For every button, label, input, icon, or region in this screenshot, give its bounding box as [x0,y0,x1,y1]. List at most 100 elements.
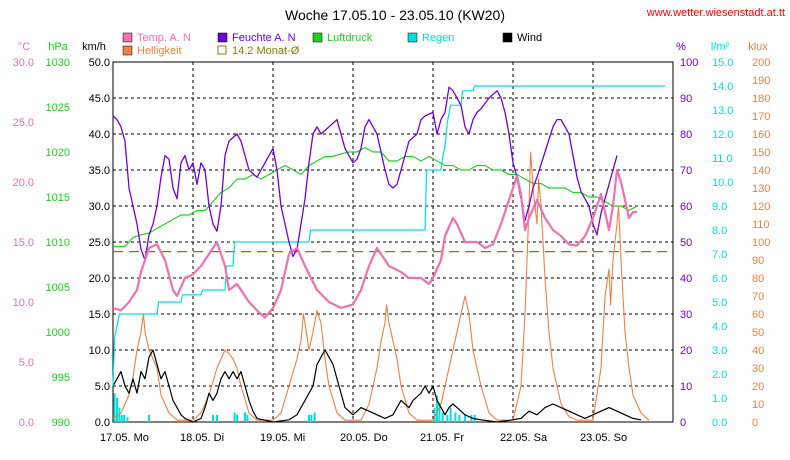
wind-tick-label: 30.0 [89,201,110,213]
rain-bars [113,393,476,422]
rain-bar [458,414,461,422]
rain-bar [148,414,150,422]
legend-label: Regen [422,32,454,44]
humidity-tick-label: 80 [680,129,692,141]
temp-tick-label: 5.0 [19,357,34,369]
rain-bar [433,407,436,422]
series-line-helligkeit [112,151,650,421]
rain-tick-label: 11.0 [712,153,733,165]
legend-label: Helligkeit [137,45,182,57]
pressure-tick-label: 1010 [46,237,70,249]
legend-swatch [312,32,323,43]
light-tick-label: 70 [752,291,764,303]
rain-bar [449,407,452,422]
rain-bar [454,412,457,422]
humidity-tick-label: 90 [680,93,692,105]
light-tick-label: 170 [752,111,770,123]
legend-swatch [122,45,133,56]
rain-tick-label: 3.0 [712,345,727,357]
pressure-tick-label: 1000 [46,327,70,339]
day-labels: 17.05. Mo 18.05. Di 19.05. Mi 20.05. Do 21.0… [100,432,627,444]
wind-tick-label: 0.0 [95,417,110,429]
rain-tick-label: 2.0 [712,369,727,381]
pressure-tick-label: 1020 [46,147,70,159]
legend: Temp. A. N Feuchte A. N Luftdruck Regen Wind… [122,32,542,57]
light-tick-label: 150 [752,147,770,159]
legend-swatch [502,32,513,43]
light-tick-label: 180 [752,93,770,105]
wind-tick-label: 25.0 [89,237,110,249]
series-line-regen [112,85,665,387]
light-tick-label: 0 [752,417,758,429]
wind-axis-unit: km/h [82,41,106,53]
plot-area [112,61,674,423]
rain-tick-label: 10.0 [712,177,733,189]
legend-label: Wind [517,32,542,44]
humidity-tick-label: 10 [680,381,692,393]
rain-bar [308,414,310,422]
light-tick-label: 50 [752,327,764,339]
light-tick-label: 140 [752,165,770,177]
humidity-tick-label: 30 [680,309,692,321]
humidity-tick-label: 40 [680,273,692,285]
rain-bar [244,412,246,422]
wind-tick-label: 50.0 [89,57,110,69]
rain-bar [212,414,214,422]
day-label: 17.05. Mo [100,432,149,444]
day-label: 22.05. Sa [500,432,548,444]
light-tick-label: 60 [752,309,764,321]
day-label: 19.05. Mi [260,432,305,444]
rain-bar [464,414,466,422]
rain-tick-label: 12.0 [712,129,733,141]
rain-tick-label: 14.0 [712,81,733,93]
light-tick-label: 30 [752,363,764,375]
rain-bar [120,414,123,422]
rain-bar [233,412,236,422]
humidity-tick-label: 50 [680,237,692,249]
rain-bar [118,407,121,422]
rain-bar [236,414,238,422]
temp-axis-unit: °C [18,41,30,53]
rain-bar [313,412,316,422]
rain-bar [113,393,116,422]
wind-tick-label: 5.0 [95,381,110,393]
pressure-tick-label: 1005 [46,282,70,294]
rain-tick-label: 1.0 [712,393,727,405]
temp-tick-label: 15.0 [13,237,34,249]
rain-bar [310,414,313,422]
rain-bar [436,395,438,422]
legend-swatch [407,32,418,43]
rain-bar [246,414,249,422]
light-tick-label: 110 [752,219,770,231]
light-tick-label: 190 [752,75,770,87]
day-label: 23.05. So [580,432,627,444]
light-tick-label: 40 [752,345,764,357]
chart-title: Woche 17.05.10 - 23.05.10 (KW20) [285,7,505,23]
light-tick-label: 130 [752,183,770,195]
light-axis-unit: klux [748,41,768,53]
pressure-axis-unit: hPa [48,41,68,53]
wind-tick-label: 45.0 [89,93,110,105]
humidity-tick-label: 70 [680,165,692,177]
rain-tick-label: 6.0 [712,273,727,285]
legend-label: Temp. A. N [137,32,191,44]
wind-tick-label: 20.0 [89,273,110,285]
light-tick-label: 200 [752,57,770,69]
series-line-wind [112,349,642,423]
rain-tick-label: 5.0 [712,297,727,309]
wind-tick-label: 15.0 [89,309,110,321]
light-tick-label: 120 [752,201,770,213]
rain-bar [126,417,129,422]
rain-bar [438,402,441,422]
legend-label: Feuchte A. N [232,32,296,44]
day-label: 20.05. Do [340,432,388,444]
rain-bar [123,414,126,422]
series-line-temp-a-n [112,168,637,319]
humidity-tick-label: 60 [680,201,692,213]
legend-label: 14.2 Monat-Ø [232,45,300,57]
temp-tick-label: 20.0 [13,177,34,189]
website-url[interactable]: www.wetter.wiesenstadt.at.tt [646,7,785,19]
rain-tick-label: 4.0 [712,321,727,333]
axis-tick-labels: 0.05.010.015.020.025.030.099099510001005… [13,57,771,429]
series-line-feuchte-a-n [112,86,618,261]
